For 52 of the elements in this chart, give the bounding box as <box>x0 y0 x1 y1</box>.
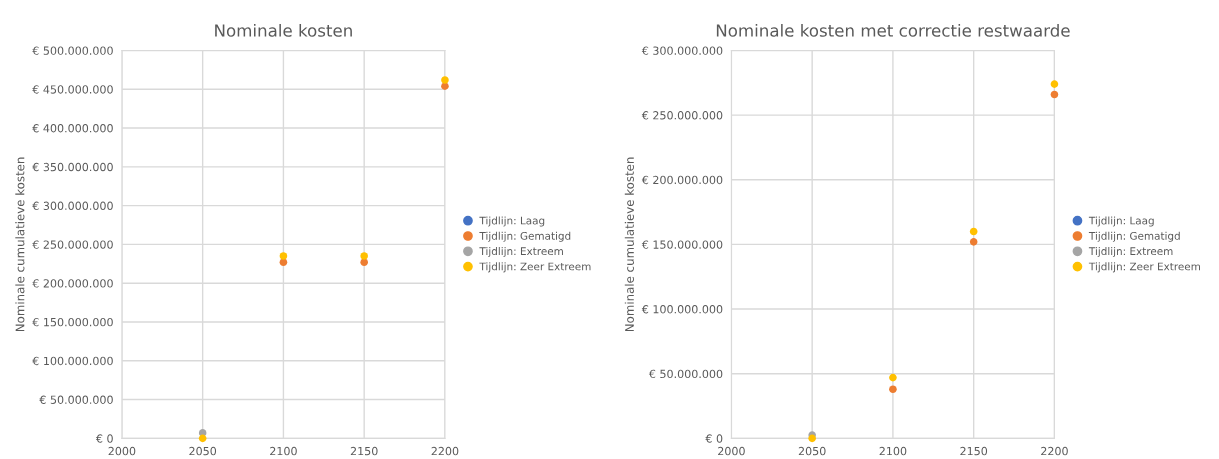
y-tick-label: € 150.000.000 <box>641 240 723 249</box>
x-tick-label: 2000 <box>718 446 745 456</box>
point <box>969 238 978 246</box>
legend-label: Tijdlijn: Zeer Extreem <box>479 262 591 273</box>
y-axis-title: Nominale cumulatieve kosten <box>624 157 634 332</box>
y-tick-label: € 250.000.000 <box>641 111 723 120</box>
x-tick-label: 2050 <box>798 446 826 456</box>
legend-label: Tijdlijn: Extreem <box>479 247 563 258</box>
y-tick-label: € 50.000.000 <box>39 395 113 404</box>
legend-label: Tijdlijn: Extreem <box>1088 247 1173 258</box>
point <box>808 434 816 443</box>
x-tick-label: 2100 <box>270 446 297 456</box>
y-tick-label: € 500.000.000 <box>32 46 113 55</box>
legend-label: Tijdlijn: Gematigd <box>1088 231 1180 242</box>
chart-title: Nominale kosten met correctie restwaarde <box>716 23 1070 37</box>
x-tick-label: 2100 <box>879 446 907 456</box>
y-tick-label: € 0 <box>95 434 113 443</box>
y-tick-label: € 0 <box>705 434 723 443</box>
y-tick-label: € 400.000.000 <box>32 124 113 133</box>
point <box>198 434 207 443</box>
x-tick-label: 2200 <box>1041 446 1068 456</box>
point <box>360 252 368 260</box>
point <box>1050 90 1059 99</box>
x-tick-label: 2200 <box>431 446 459 456</box>
y-tick-label: € 450.000.000 <box>32 85 113 94</box>
y-tick-label: € 250.000.000 <box>32 240 113 249</box>
point <box>441 76 449 84</box>
legend-label: Tijdlijn: Gematigd <box>479 231 571 242</box>
y-tick-label: € 350.000.000 <box>32 162 113 172</box>
y-tick-label: € 200.000.000 <box>32 279 113 288</box>
y-tick-label: € 200.000.000 <box>641 175 723 185</box>
y-tick-label: € 50.000.000 <box>648 369 723 379</box>
y-tick-label: € 100.000.000 <box>641 305 723 314</box>
point <box>889 385 897 394</box>
y-tick-label: € 300.000.000 <box>641 46 723 55</box>
legend-label: Tijdlijn: Laag <box>1088 216 1154 227</box>
y-tick-label: € 300.000.000 <box>32 201 113 211</box>
x-tick-label: 2150 <box>960 446 988 456</box>
y-axis-title: Nominale cumulatieve kosten <box>15 157 25 332</box>
point <box>1050 80 1059 88</box>
legend-label: Tijdlijn: Zeer Extreem <box>1088 262 1200 273</box>
y-tick-label: € 100.000.000 <box>32 356 113 366</box>
point <box>279 252 288 260</box>
x-tick-label: 2050 <box>189 446 217 456</box>
point <box>969 227 978 236</box>
x-tick-label: 2150 <box>350 446 378 456</box>
chart-title: Nominale kosten <box>215 23 352 37</box>
point <box>889 373 897 382</box>
x-tick-label: 2000 <box>108 446 136 456</box>
legend-label: Tijdlijn: Laag <box>479 216 545 227</box>
point <box>441 82 449 90</box>
y-tick-label: € 150.000.000 <box>32 317 113 327</box>
